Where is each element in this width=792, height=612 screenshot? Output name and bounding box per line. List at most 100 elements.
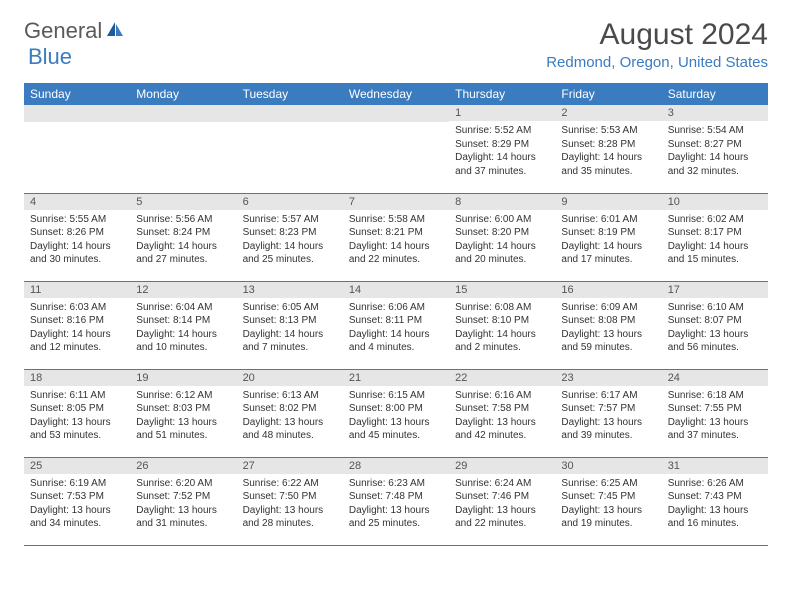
logo-text-general: General bbox=[24, 18, 102, 44]
day-number: 9 bbox=[555, 194, 661, 210]
calendar-cell: 24Sunrise: 6:18 AMSunset: 7:55 PMDayligh… bbox=[662, 369, 768, 457]
calendar-cell: 15Sunrise: 6:08 AMSunset: 8:10 PMDayligh… bbox=[449, 281, 555, 369]
day-content: Sunrise: 6:26 AMSunset: 7:43 PMDaylight:… bbox=[662, 474, 768, 535]
calendar-cell: 5Sunrise: 5:56 AMSunset: 8:24 PMDaylight… bbox=[130, 193, 236, 281]
day-number: 3 bbox=[662, 105, 768, 121]
day-content: Sunrise: 5:58 AMSunset: 8:21 PMDaylight:… bbox=[343, 210, 449, 271]
day-content: Sunrise: 6:11 AMSunset: 8:05 PMDaylight:… bbox=[24, 386, 130, 447]
day-content: Sunrise: 6:10 AMSunset: 8:07 PMDaylight:… bbox=[662, 298, 768, 359]
day-number: 12 bbox=[130, 282, 236, 298]
calendar-cell: 2Sunrise: 5:53 AMSunset: 8:28 PMDaylight… bbox=[555, 105, 661, 193]
day-content: Sunrise: 5:53 AMSunset: 8:28 PMDaylight:… bbox=[555, 121, 661, 182]
calendar-cell: 3Sunrise: 5:54 AMSunset: 8:27 PMDaylight… bbox=[662, 105, 768, 193]
calendar-cell: 1Sunrise: 5:52 AMSunset: 8:29 PMDaylight… bbox=[449, 105, 555, 193]
day-content: Sunrise: 6:12 AMSunset: 8:03 PMDaylight:… bbox=[130, 386, 236, 447]
calendar-cell: 18Sunrise: 6:11 AMSunset: 8:05 PMDayligh… bbox=[24, 369, 130, 457]
day-number: 4 bbox=[24, 194, 130, 210]
day-number: 25 bbox=[24, 458, 130, 474]
calendar-week-row: 1Sunrise: 5:52 AMSunset: 8:29 PMDaylight… bbox=[24, 105, 768, 193]
calendar-body: 1Sunrise: 5:52 AMSunset: 8:29 PMDaylight… bbox=[24, 105, 768, 545]
day-content: Sunrise: 5:54 AMSunset: 8:27 PMDaylight:… bbox=[662, 121, 768, 182]
calendar-cell: 9Sunrise: 6:01 AMSunset: 8:19 PMDaylight… bbox=[555, 193, 661, 281]
day-number: 2 bbox=[555, 105, 661, 121]
weekday-header: Thursday bbox=[449, 83, 555, 105]
empty-day-head bbox=[237, 105, 343, 122]
calendar-cell bbox=[130, 105, 236, 193]
weekday-header: Tuesday bbox=[237, 83, 343, 105]
day-number: 31 bbox=[662, 458, 768, 474]
weekday-row: SundayMondayTuesdayWednesdayThursdayFrid… bbox=[24, 83, 768, 105]
day-content: Sunrise: 6:22 AMSunset: 7:50 PMDaylight:… bbox=[237, 474, 343, 535]
calendar-cell: 11Sunrise: 6:03 AMSunset: 8:16 PMDayligh… bbox=[24, 281, 130, 369]
day-content: Sunrise: 6:20 AMSunset: 7:52 PMDaylight:… bbox=[130, 474, 236, 535]
day-number: 20 bbox=[237, 370, 343, 386]
calendar-cell: 28Sunrise: 6:23 AMSunset: 7:48 PMDayligh… bbox=[343, 457, 449, 545]
calendar-cell: 7Sunrise: 5:58 AMSunset: 8:21 PMDaylight… bbox=[343, 193, 449, 281]
day-number: 30 bbox=[555, 458, 661, 474]
day-content: Sunrise: 6:15 AMSunset: 8:00 PMDaylight:… bbox=[343, 386, 449, 447]
day-content: Sunrise: 6:13 AMSunset: 8:02 PMDaylight:… bbox=[237, 386, 343, 447]
weekday-header: Wednesday bbox=[343, 83, 449, 105]
logo: General bbox=[24, 18, 128, 44]
calendar-cell: 8Sunrise: 6:00 AMSunset: 8:20 PMDaylight… bbox=[449, 193, 555, 281]
calendar-cell: 26Sunrise: 6:20 AMSunset: 7:52 PMDayligh… bbox=[130, 457, 236, 545]
calendar-cell bbox=[343, 105, 449, 193]
day-content: Sunrise: 6:01 AMSunset: 8:19 PMDaylight:… bbox=[555, 210, 661, 271]
day-content: Sunrise: 6:03 AMSunset: 8:16 PMDaylight:… bbox=[24, 298, 130, 359]
calendar-cell: 21Sunrise: 6:15 AMSunset: 8:00 PMDayligh… bbox=[343, 369, 449, 457]
calendar-cell: 6Sunrise: 5:57 AMSunset: 8:23 PMDaylight… bbox=[237, 193, 343, 281]
calendar-cell: 31Sunrise: 6:26 AMSunset: 7:43 PMDayligh… bbox=[662, 457, 768, 545]
day-number: 7 bbox=[343, 194, 449, 210]
day-number: 28 bbox=[343, 458, 449, 474]
calendar-week-row: 11Sunrise: 6:03 AMSunset: 8:16 PMDayligh… bbox=[24, 281, 768, 369]
day-content: Sunrise: 6:02 AMSunset: 8:17 PMDaylight:… bbox=[662, 210, 768, 271]
day-number: 1 bbox=[449, 105, 555, 121]
day-number: 13 bbox=[237, 282, 343, 298]
calendar-table: SundayMondayTuesdayWednesdayThursdayFrid… bbox=[24, 83, 768, 546]
calendar-cell: 16Sunrise: 6:09 AMSunset: 8:08 PMDayligh… bbox=[555, 281, 661, 369]
calendar-cell: 23Sunrise: 6:17 AMSunset: 7:57 PMDayligh… bbox=[555, 369, 661, 457]
day-content: Sunrise: 6:09 AMSunset: 8:08 PMDaylight:… bbox=[555, 298, 661, 359]
calendar-cell bbox=[24, 105, 130, 193]
day-content: Sunrise: 6:08 AMSunset: 8:10 PMDaylight:… bbox=[449, 298, 555, 359]
day-content: Sunrise: 5:57 AMSunset: 8:23 PMDaylight:… bbox=[237, 210, 343, 271]
calendar-cell: 12Sunrise: 6:04 AMSunset: 8:14 PMDayligh… bbox=[130, 281, 236, 369]
day-number: 29 bbox=[449, 458, 555, 474]
day-number: 16 bbox=[555, 282, 661, 298]
calendar-week-row: 18Sunrise: 6:11 AMSunset: 8:05 PMDayligh… bbox=[24, 369, 768, 457]
day-number: 24 bbox=[662, 370, 768, 386]
day-content: Sunrise: 6:04 AMSunset: 8:14 PMDaylight:… bbox=[130, 298, 236, 359]
day-number: 22 bbox=[449, 370, 555, 386]
calendar-cell: 30Sunrise: 6:25 AMSunset: 7:45 PMDayligh… bbox=[555, 457, 661, 545]
day-number: 11 bbox=[24, 282, 130, 298]
calendar-cell: 27Sunrise: 6:22 AMSunset: 7:50 PMDayligh… bbox=[237, 457, 343, 545]
day-number: 21 bbox=[343, 370, 449, 386]
empty-day-head bbox=[24, 105, 130, 122]
day-content: Sunrise: 6:25 AMSunset: 7:45 PMDaylight:… bbox=[555, 474, 661, 535]
logo-sail-icon bbox=[105, 20, 125, 43]
day-number: 8 bbox=[449, 194, 555, 210]
day-number: 10 bbox=[662, 194, 768, 210]
day-content: Sunrise: 5:55 AMSunset: 8:26 PMDaylight:… bbox=[24, 210, 130, 271]
calendar-page: General August 2024 Redmond, Oregon, Uni… bbox=[0, 0, 792, 564]
day-number: 27 bbox=[237, 458, 343, 474]
weekday-header: Saturday bbox=[662, 83, 768, 105]
calendar-week-row: 4Sunrise: 5:55 AMSunset: 8:26 PMDaylight… bbox=[24, 193, 768, 281]
calendar-week-row: 25Sunrise: 6:19 AMSunset: 7:53 PMDayligh… bbox=[24, 457, 768, 545]
logo-sub: Blue bbox=[28, 44, 72, 70]
calendar-cell: 22Sunrise: 6:16 AMSunset: 7:58 PMDayligh… bbox=[449, 369, 555, 457]
day-content: Sunrise: 6:18 AMSunset: 7:55 PMDaylight:… bbox=[662, 386, 768, 447]
calendar-head: SundayMondayTuesdayWednesdayThursdayFrid… bbox=[24, 83, 768, 105]
day-number: 15 bbox=[449, 282, 555, 298]
day-content: Sunrise: 6:17 AMSunset: 7:57 PMDaylight:… bbox=[555, 386, 661, 447]
weekday-header: Sunday bbox=[24, 83, 130, 105]
calendar-cell: 10Sunrise: 6:02 AMSunset: 8:17 PMDayligh… bbox=[662, 193, 768, 281]
calendar-cell: 29Sunrise: 6:24 AMSunset: 7:46 PMDayligh… bbox=[449, 457, 555, 545]
calendar-cell bbox=[237, 105, 343, 193]
day-number: 14 bbox=[343, 282, 449, 298]
empty-day-head bbox=[343, 105, 449, 122]
day-number: 18 bbox=[24, 370, 130, 386]
day-content: Sunrise: 5:52 AMSunset: 8:29 PMDaylight:… bbox=[449, 121, 555, 182]
day-content: Sunrise: 6:24 AMSunset: 7:46 PMDaylight:… bbox=[449, 474, 555, 535]
day-content: Sunrise: 5:56 AMSunset: 8:24 PMDaylight:… bbox=[130, 210, 236, 271]
